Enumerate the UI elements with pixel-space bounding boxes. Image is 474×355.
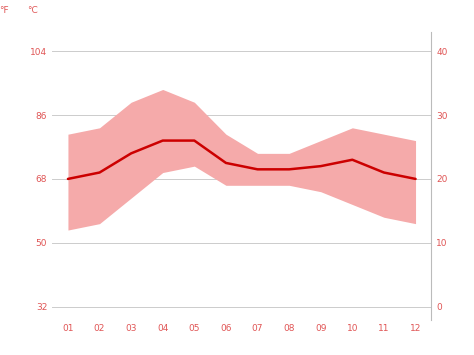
Text: °C: °C (27, 6, 38, 15)
Text: °F: °F (0, 6, 9, 15)
